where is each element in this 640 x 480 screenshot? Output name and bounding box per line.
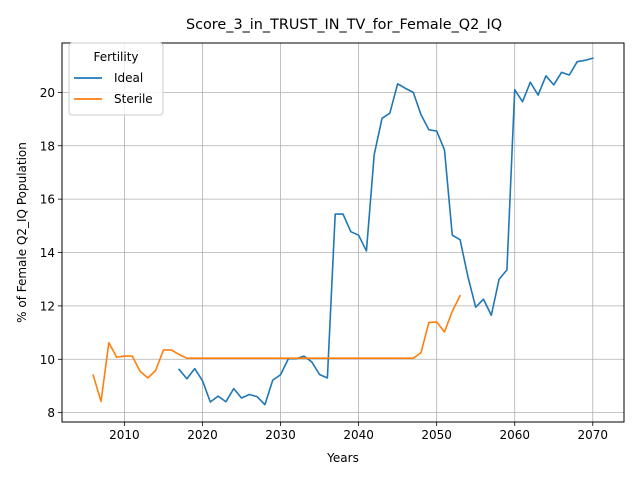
x-tick-label: 2030 <box>265 428 296 442</box>
y-axis-label: % of Female Q2_IQ Population <box>15 142 29 323</box>
grid <box>62 43 624 422</box>
y-tick-label: 12 <box>40 299 55 313</box>
y-tick-label: 14 <box>40 246 55 260</box>
legend-label-ideal: Ideal <box>114 71 143 85</box>
x-axis-ticks: 2010 2020 2030 2040 2050 2060 2070 <box>109 422 608 442</box>
y-tick-label: 8 <box>47 406 55 420</box>
plot-frame <box>61 42 625 423</box>
chart-title: Score_3_in_TRUST_IN_TV_for_Female_Q2_IQ <box>186 17 502 33</box>
legend-title: Fertility <box>93 50 138 64</box>
series-line-ideal <box>177 57 594 406</box>
legend-label-sterile: Sterile <box>114 92 153 106</box>
x-tick-label: 2010 <box>109 428 140 442</box>
y-axis-ticks: 8 10 12 14 16 18 20 <box>40 86 62 420</box>
x-axis-label: Years <box>326 451 359 465</box>
y-tick-label: 16 <box>40 193 55 207</box>
x-tick-label: 2070 <box>578 428 609 442</box>
legend: Fertility Ideal Sterile <box>68 42 164 116</box>
y-tick-label: 20 <box>40 86 55 100</box>
y-tick-label: 10 <box>40 353 55 367</box>
y-tick-label: 18 <box>40 139 55 153</box>
x-tick-label: 2020 <box>187 428 218 442</box>
x-tick-label: 2040 <box>343 428 374 442</box>
series-line-sterile <box>92 294 462 403</box>
x-tick-label: 2050 <box>421 428 452 442</box>
legend-box <box>68 42 164 116</box>
x-tick-label: 2060 <box>499 428 530 442</box>
series-layer <box>92 57 594 406</box>
